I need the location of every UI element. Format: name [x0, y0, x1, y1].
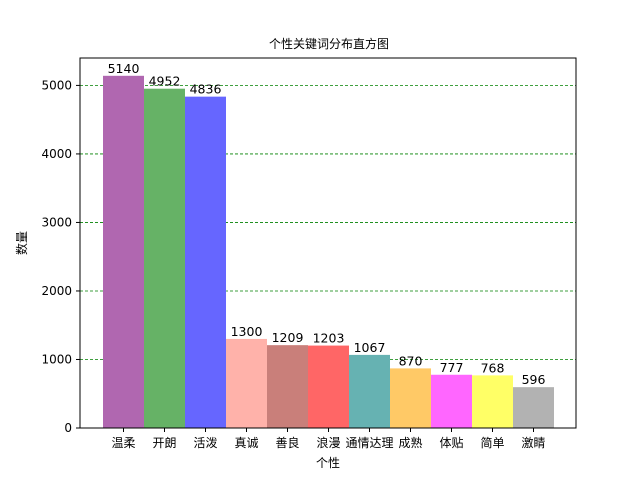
bar-value-labels: 5140 4952 4836 1300 1209 1203 1067 870 777 768 596 [108, 61, 546, 387]
x-tick-label: 活泼 [193, 436, 217, 450]
bar-value-label: 5140 [108, 61, 140, 76]
y-tick-label: 4000 [41, 147, 72, 161]
x-tick-label: 体贴 [439, 436, 463, 450]
y-axis-ticks: 0 1000 2000 3000 4000 5000 [41, 78, 80, 435]
y-tick-label: 1000 [41, 352, 72, 366]
bar-value-label: 596 [522, 372, 546, 387]
bar [103, 75, 144, 428]
bar-value-label: 4836 [190, 82, 222, 97]
bar-value-label: 4952 [149, 74, 181, 89]
bar [513, 387, 554, 428]
y-tick-label: 2000 [41, 284, 72, 298]
bar-value-label: 1203 [313, 331, 345, 346]
x-tick-label: 激睛 [521, 436, 545, 450]
bar-value-label: 1067 [354, 340, 386, 355]
bar [185, 96, 226, 429]
bar-value-label: 768 [481, 360, 505, 375]
x-tick-label: 简单 [480, 436, 504, 450]
x-axis-ticks: 温柔 开朗 活泼 真诚 善良 浪漫 通情达理 成熟 体贴 简单 激睛 [111, 428, 546, 450]
bar-value-label: 870 [399, 353, 423, 368]
bar [431, 374, 472, 428]
x-tick-label: 通情达理 [345, 436, 393, 450]
y-tick-label: 3000 [41, 215, 72, 229]
x-tick-label: 浪漫 [316, 435, 340, 450]
bars [103, 75, 554, 429]
y-tick-label: 0 [64, 421, 72, 435]
bar-value-label: 1300 [231, 324, 263, 339]
bar-value-label: 1209 [272, 330, 304, 345]
chart-title: 个性关键词分布直方图 [269, 36, 389, 51]
bar [308, 345, 349, 428]
bar [226, 338, 267, 428]
y-tick-label: 5000 [41, 78, 72, 92]
bar [349, 354, 390, 428]
bar [267, 345, 308, 428]
x-tick-label: 温柔 [111, 436, 135, 450]
x-tick-label: 善良 [275, 435, 299, 450]
bar-value-label: 777 [440, 360, 464, 375]
y-axis-label: 数量 [14, 231, 29, 255]
x-axis-label: 个性 [316, 456, 340, 470]
bar [144, 88, 185, 429]
x-tick-label: 真诚 [234, 436, 258, 450]
bar [390, 368, 431, 428]
x-tick-label: 成熟 [398, 435, 422, 450]
x-tick-label: 开朗 [152, 436, 176, 450]
bar [472, 375, 513, 428]
